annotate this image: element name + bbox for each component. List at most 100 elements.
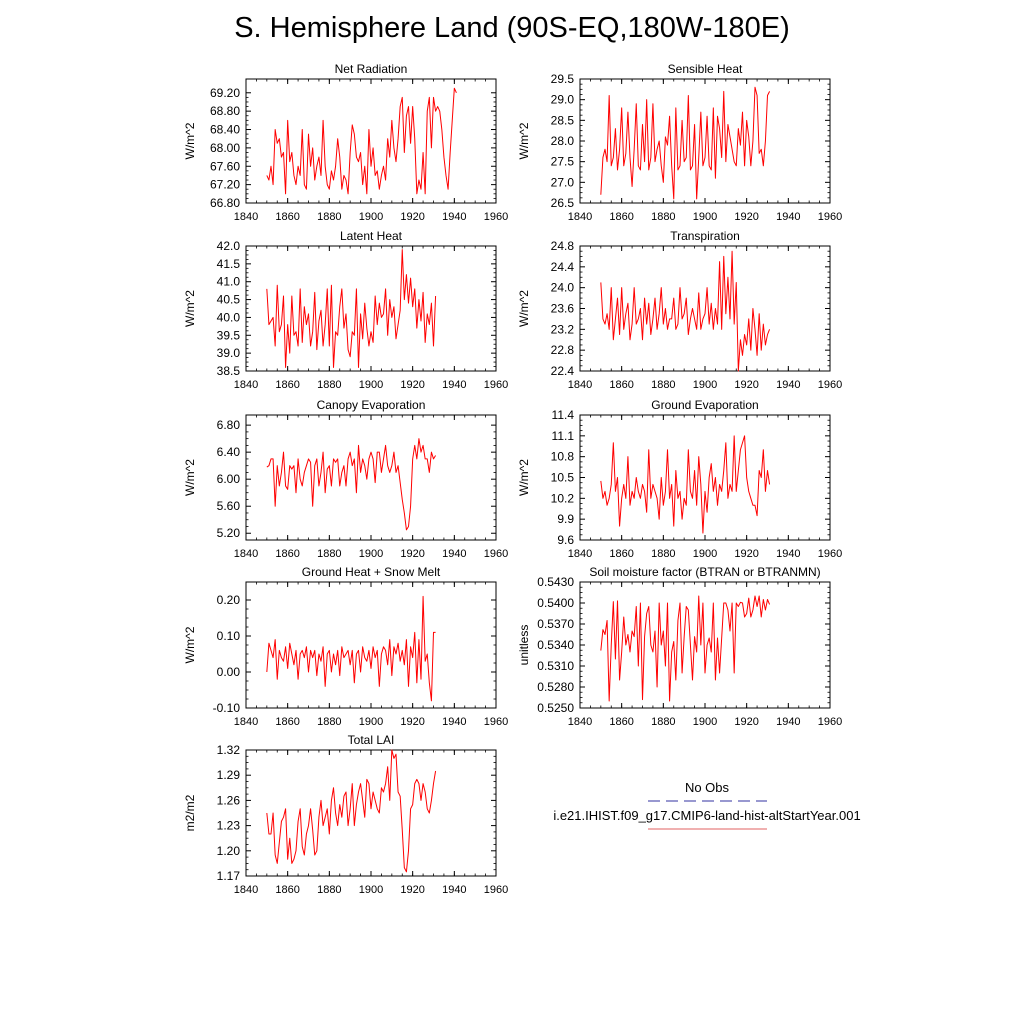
chart-panel: Sensible Heat 1840 1860 1880 1900 1920 1940 196… [517,62,842,223]
y-axis-label: W/m^2 [183,122,197,159]
y-tick-label: 5.20 [217,526,241,540]
y-tick-label: 26.5 [551,196,575,210]
x-tick-label: 1840 [234,884,258,896]
x-tick-label: 1840 [234,716,258,728]
plot-frame [245,414,497,541]
y-tick-label: 68.80 [210,104,240,118]
x-tick-label: 1900 [693,379,717,391]
x-tick-label: 1860 [609,548,633,560]
x-tick-label: 1940 [442,211,466,223]
y-tick-label: 9.9 [557,512,574,526]
x-tick-label: 1880 [651,716,675,728]
x-tick-label: 1940 [442,884,466,896]
x-tick-label: 1920 [734,211,758,223]
y-tick-label: 24.4 [551,260,575,274]
x-tick-label: 1840 [234,211,258,223]
y-tick-label: 68.00 [210,141,240,155]
y-tick-label: 27.5 [551,155,575,169]
y-tick-label: 38.5 [217,364,241,378]
x-tick-label: 1900 [359,716,383,728]
series-line [266,249,437,368]
x-tick-label: 1880 [651,548,675,560]
y-tick-label: 0.5310 [537,659,574,673]
chart-title: Latent Heat [340,229,403,243]
series-line [600,595,771,702]
chart-title: Sensible Heat [668,62,743,76]
x-tick-label: 1920 [400,548,424,560]
y-tick-label: 10.8 [551,450,575,464]
series-line [266,595,436,702]
x-tick-label: 1920 [734,548,758,560]
page-title: S. Hemisphere Land (90S-EQ,180W-180E) [234,12,790,44]
y-tick-label: 0.5430 [537,575,574,589]
x-tick-label: 1840 [234,548,258,560]
y-tick-label: 40.5 [217,293,241,307]
legend: No Obs i.e21.IHIST.f09_g17.CMIP6-land-hi… [553,780,861,830]
x-tick-label: 1860 [275,716,299,728]
x-tick-label: 1940 [776,379,800,391]
y-tick-label: 28.0 [551,134,575,148]
chart-panel: Soil moisture factor (BTRAN or BTRANMN) 1… [517,565,842,728]
x-tick-label: 1900 [359,548,383,560]
y-tick-label: 23.6 [551,302,575,316]
y-tick-label: 1.17 [217,869,241,883]
x-tick-label: 1900 [693,716,717,728]
y-tick-label: 67.60 [210,159,240,173]
x-tick-label: 1860 [275,884,299,896]
y-tick-label: 24.8 [551,239,575,253]
chart-title: Soil moisture factor (BTRAN or BTRANMN) [589,565,820,579]
x-tick-label: 1840 [568,379,592,391]
chart-panel: Canopy Evaporation 1840 1860 1880 1900 1920 19… [183,398,508,560]
y-tick-label: 1.29 [217,768,241,782]
y-tick-label: 0.5250 [537,701,574,715]
chart-panel: Ground Heat + Snow Melt 1840 1860 1880 1900 1… [183,565,508,728]
x-tick-label: 1860 [609,716,633,728]
y-tick-label: 41.5 [217,257,241,271]
y-tick-label: 1.23 [217,819,241,833]
y-tick-label: 0.00 [217,665,241,679]
x-tick-label: 1960 [818,548,842,560]
y-tick-label: 0.5370 [537,617,574,631]
y-tick-label: 0.5280 [537,680,574,694]
y-tick-label: 1.26 [217,793,241,807]
y-tick-label: 0.5340 [537,638,574,652]
x-tick-label: 1860 [275,211,299,223]
series-line [600,435,771,534]
series-line [266,87,457,195]
legend-label-case: i.e21.IHIST.f09_g17.CMIP6-land-hist-altS… [553,808,860,823]
x-tick-label: 1920 [400,716,424,728]
x-tick-label: 1920 [400,379,424,391]
y-axis-label: W/m^2 [517,122,531,159]
x-tick-label: 1880 [317,716,341,728]
chart-panel: Total LAI 1840 1860 1880 1900 1920 1940 1960 1.1… [183,733,508,896]
x-tick-label: 1920 [400,884,424,896]
x-tick-label: 1940 [776,548,800,560]
y-tick-label: 68.40 [210,123,240,137]
x-tick-label: 1900 [359,379,383,391]
x-tick-label: 1840 [568,211,592,223]
chart-panel: Latent Heat 1840 1860 1880 1900 1920 1940 1960 3… [183,229,508,391]
y-tick-label: 40.0 [217,310,241,324]
chart-title: Ground Evaporation [651,398,758,412]
y-tick-label: 39.0 [217,346,241,360]
chart-title: Ground Heat + Snow Melt [302,565,441,579]
plot-frame [579,78,831,204]
plot-frame [245,78,497,204]
chart-panel: Ground Evaporation 1840 1860 1880 1900 1920 19… [517,398,842,560]
x-tick-label: 1960 [484,884,508,896]
series-line [266,438,437,531]
y-tick-label: 1.32 [217,743,241,757]
y-tick-label: 6.00 [217,472,241,486]
plot-frame [245,581,497,709]
y-tick-label: 69.20 [210,86,240,100]
chart-title: Net Radiation [335,62,408,76]
x-tick-label: 1960 [484,548,508,560]
y-tick-label: 22.8 [551,343,575,357]
y-tick-label: 29.5 [551,72,575,86]
legend-label-obs: No Obs [685,780,730,795]
chart-title: Total LAI [348,733,395,747]
chart-panels: Net Radiation 1840 1860 1880 1900 1920 1940 196… [183,62,842,896]
x-tick-label: 1940 [442,548,466,560]
y-axis-label: W/m^2 [517,290,531,327]
